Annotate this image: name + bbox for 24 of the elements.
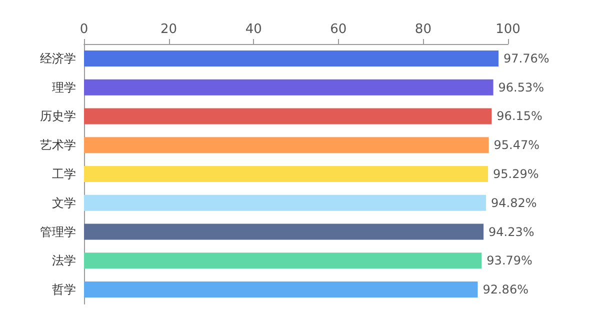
data-label: 92.86% <box>482 282 528 297</box>
data-label: 95.47% <box>494 138 540 152</box>
y-tick-label: 理学 <box>52 80 76 94</box>
data-label: 95.29% <box>493 167 539 181</box>
y-tick-label: 管理学 <box>40 224 76 239</box>
x-tick-label: 20 <box>160 22 178 37</box>
data-label: 97.76% <box>504 51 550 66</box>
y-tick-label: 艺术学 <box>40 138 76 152</box>
x-tick-label: 60 <box>330 22 347 37</box>
y-tick-label: 工学 <box>52 167 76 181</box>
y-tick-label: 历史学 <box>40 109 76 124</box>
data-label: 94.82% <box>491 196 537 210</box>
y-tick-label: 文学 <box>52 196 76 210</box>
x-tick-label: 40 <box>245 22 262 37</box>
data-label: 94.23% <box>488 224 534 239</box>
y-tick-label: 哲学 <box>52 282 76 297</box>
x-tick-label: 100 <box>496 22 520 37</box>
x-tick-label: 80 <box>414 22 432 37</box>
data-label: 93.79% <box>486 254 532 268</box>
data-label: 96.15% <box>496 109 542 124</box>
y-tick-label: 法学 <box>52 254 76 268</box>
data-label: 96.53% <box>498 80 544 94</box>
x-tick-label: 0 <box>80 22 88 37</box>
y-tick-label: 经济学 <box>40 51 76 66</box>
